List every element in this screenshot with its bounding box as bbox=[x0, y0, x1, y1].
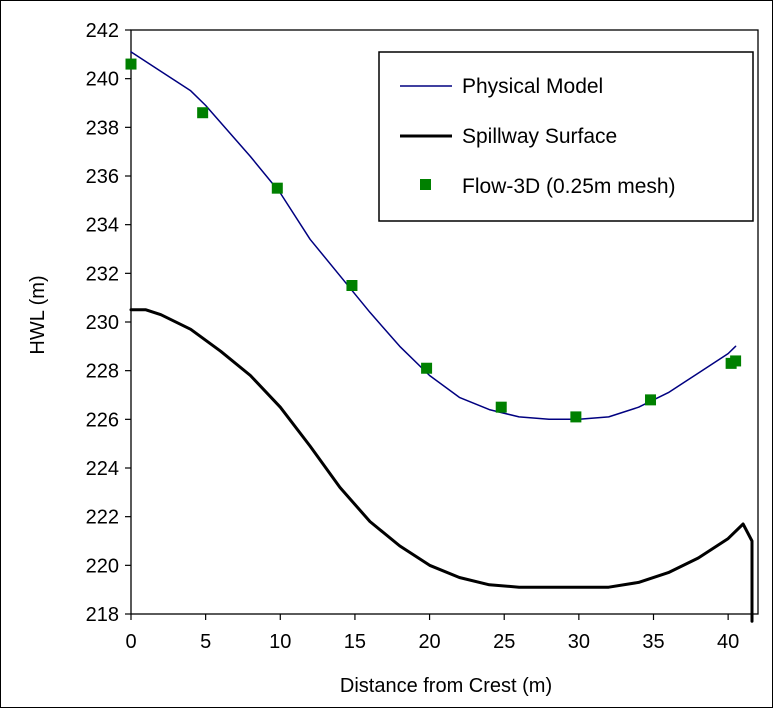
flow-3d-point bbox=[421, 362, 433, 374]
legend-label-flow-3d: Flow-3D (0.25m mesh) bbox=[462, 175, 676, 198]
flow-3d-point bbox=[125, 58, 137, 70]
y-tick-label: 238 bbox=[86, 117, 119, 139]
y-tick-label: 226 bbox=[86, 409, 119, 431]
y-tick-label: 232 bbox=[86, 263, 119, 285]
flow-3d-point bbox=[495, 401, 507, 413]
flow-3d-point bbox=[271, 182, 283, 194]
x-tick-label: 25 bbox=[493, 631, 515, 653]
y-tick-label: 218 bbox=[86, 604, 119, 626]
legend-label-physical-model: Physical Model bbox=[462, 75, 603, 98]
legend-swatch-flow-3d bbox=[420, 179, 431, 190]
spillway-surface-line bbox=[129, 308, 754, 623]
x-tick-label: 10 bbox=[269, 631, 291, 653]
legend-label-spillway-surface: Spillway Surface bbox=[462, 125, 617, 148]
y-tick-label: 222 bbox=[86, 507, 119, 529]
y-tick-label: 240 bbox=[86, 69, 119, 91]
y-axis-label: HWL (m) bbox=[27, 275, 49, 354]
y-tick-label: 242 bbox=[86, 20, 119, 42]
y-tick-label: 236 bbox=[86, 166, 119, 188]
flow-3d-point bbox=[570, 411, 582, 423]
x-tick-label: 20 bbox=[418, 631, 440, 653]
y-tick-label: 230 bbox=[86, 312, 119, 334]
x-tick-label: 35 bbox=[642, 631, 664, 653]
x-tick-label: 40 bbox=[717, 631, 739, 653]
x-axis-label: Distance from Crest (m) bbox=[340, 675, 552, 697]
flow-3d-point bbox=[197, 107, 209, 119]
x-tick-label: 30 bbox=[568, 631, 590, 653]
y-tick-label: 234 bbox=[86, 215, 119, 237]
y-tick-label: 224 bbox=[86, 458, 119, 480]
flow-3d-point bbox=[730, 355, 742, 367]
x-tick-label: 0 bbox=[125, 631, 136, 653]
flow-3d-point bbox=[346, 280, 358, 291]
legend: Physical Model Spillway Surface Flow-3D … bbox=[378, 51, 754, 222]
x-tick-label: 5 bbox=[200, 631, 211, 653]
axes: 218 220 222 224 226 228 230 232 234 236 238 240 242 0… bbox=[86, 20, 759, 653]
y-tick-label: 228 bbox=[86, 361, 119, 383]
x-tick-label: 15 bbox=[344, 631, 366, 653]
series-layer bbox=[125, 51, 754, 623]
flow-3d-point bbox=[645, 394, 657, 406]
legend-box bbox=[378, 51, 754, 222]
y-tick-label: 220 bbox=[86, 555, 119, 577]
